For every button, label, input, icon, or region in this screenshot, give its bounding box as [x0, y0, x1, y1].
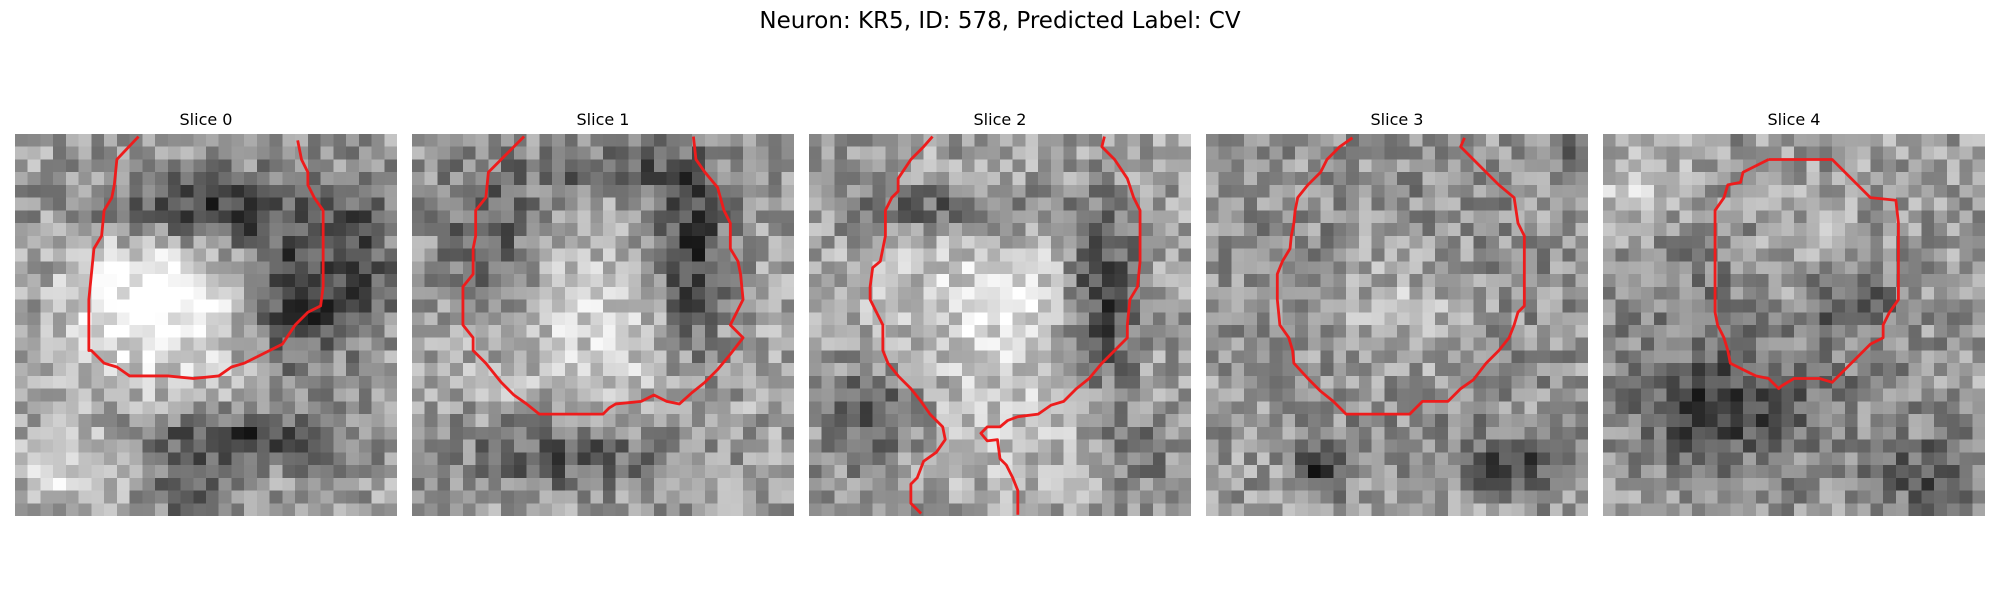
- slice-image-3: [1206, 134, 1588, 516]
- slice-title-0: Slice 0: [179, 110, 233, 129]
- slice-title-3: Slice 3: [1370, 110, 1424, 129]
- segmentation-contour: [1275, 136, 1526, 416]
- figure-title: Neuron: KR5, ID: 578, Predicted Label: C…: [759, 8, 1241, 34]
- segmentation-contour: [868, 135, 947, 515]
- segmentation-contour: [461, 135, 745, 416]
- pixel-grid: [412, 134, 794, 516]
- slice-title-4: Slice 4: [1767, 110, 1821, 129]
- pixel-grid: [1603, 134, 1985, 516]
- segmentation-contour: [1713, 158, 1900, 391]
- slice-image-0: [15, 134, 397, 516]
- slice-title-1: Slice 1: [576, 110, 630, 129]
- slice-image-1: [412, 134, 794, 516]
- slice-image-4: [1603, 134, 1985, 516]
- slice-image-2: [809, 134, 1191, 516]
- pixel-grid: [809, 134, 1191, 516]
- pixel-grid: [15, 134, 397, 516]
- segmentation-contour: [979, 136, 1142, 515]
- segmentation-contour: [87, 135, 325, 380]
- slice-title-2: Slice 2: [973, 110, 1027, 129]
- pixel-grid: [1206, 134, 1588, 516]
